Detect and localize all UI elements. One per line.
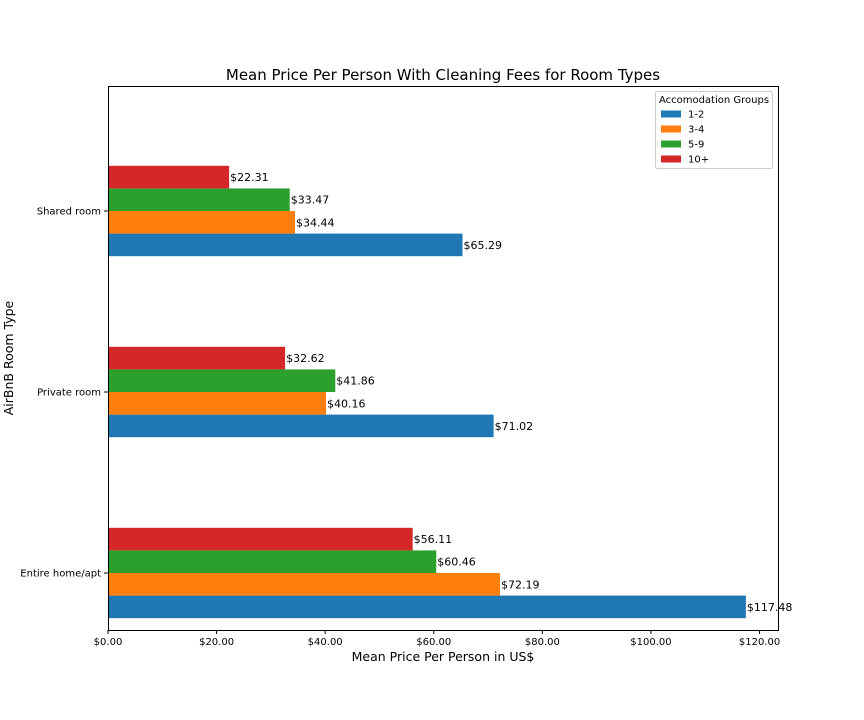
legend: Accomodation Groups 1-2 3-4 5-9 10+ — [655, 91, 773, 169]
legend-label: 10+ — [688, 155, 709, 166]
legend-items: 1-2 3-4 5-9 10+ — [661, 110, 709, 166]
legend-box — [655, 91, 773, 169]
bar-shared-room-5-9 — [108, 188, 290, 211]
data-label: $40.16 — [327, 397, 366, 410]
legend-swatch — [661, 125, 681, 133]
x-tick-label: $0.00 — [94, 637, 123, 648]
data-label: $22.31 — [230, 171, 268, 184]
legend-title: Accomodation Groups — [659, 95, 769, 106]
data-label: $33.47 — [291, 194, 330, 207]
x-axis-label: Mean Price Per Person in US$ — [352, 649, 535, 664]
x-tick-label: $80.00 — [525, 637, 560, 648]
x-tick-label: $20.00 — [199, 637, 234, 648]
data-label: $60.46 — [437, 556, 476, 569]
y-axis-ticks: Entire home/apt Private room Shared room — [20, 207, 108, 580]
bar-entire-home-apt-5-9 — [108, 550, 437, 573]
y-tick-label: Entire home/apt — [20, 569, 101, 580]
data-label: $65.29 — [463, 239, 502, 252]
bar-entire-home-apt-3-4 — [108, 573, 500, 596]
bar-private-room-10plus — [108, 346, 286, 370]
bar-entire-home-apt-1-2 — [108, 595, 746, 619]
bar-shared-room-10plus — [108, 165, 230, 189]
data-label: $71.02 — [495, 420, 534, 433]
bar-private-room-5-9 — [108, 369, 336, 392]
plot-frame — [108, 86, 779, 631]
legend-label: 3-4 — [688, 125, 704, 136]
legend-swatch — [661, 155, 681, 163]
data-label: $34.44 — [296, 216, 335, 229]
x-tick-label: $40.00 — [308, 637, 343, 648]
legend-swatch — [661, 140, 681, 148]
y-tick-label: Shared room — [37, 207, 101, 218]
legend-label: 1-2 — [688, 110, 704, 121]
x-tick-label: $100.00 — [630, 637, 671, 648]
bar-entire-home-apt-10plus — [108, 527, 413, 551]
x-axis-ticks: $0.00 $20.00 $40.00 $60.00 $80.00 $100.00 $120… — [94, 630, 780, 648]
bar-private-room-1-2 — [108, 414, 494, 438]
legend-label: 5-9 — [688, 140, 704, 151]
data-labels-layer: $117.48 $72.19 $60.46 $56.11 $71.02 $40.16 $41… — [230, 171, 792, 614]
data-label: $32.62 — [286, 352, 325, 365]
chart-title: Mean Price Per Person With Cleaning Fees… — [226, 66, 660, 84]
x-tick-label: $120.00 — [739, 637, 780, 648]
x-tick-label: $60.00 — [416, 637, 451, 648]
data-label: $41.86 — [336, 375, 375, 388]
legend-swatch — [661, 110, 681, 118]
data-label: $117.48 — [747, 601, 793, 614]
bar-private-room-3-4 — [108, 392, 327, 415]
data-label: $56.11 — [414, 533, 453, 546]
bar-shared-room-1-2 — [108, 233, 463, 257]
data-label: $72.19 — [501, 578, 540, 591]
y-tick-label: Private room — [37, 388, 101, 399]
y-axis-label: AirBnB Room Type — [1, 300, 16, 415]
bar-shared-room-3-4 — [108, 211, 295, 234]
bars-layer — [108, 165, 746, 619]
